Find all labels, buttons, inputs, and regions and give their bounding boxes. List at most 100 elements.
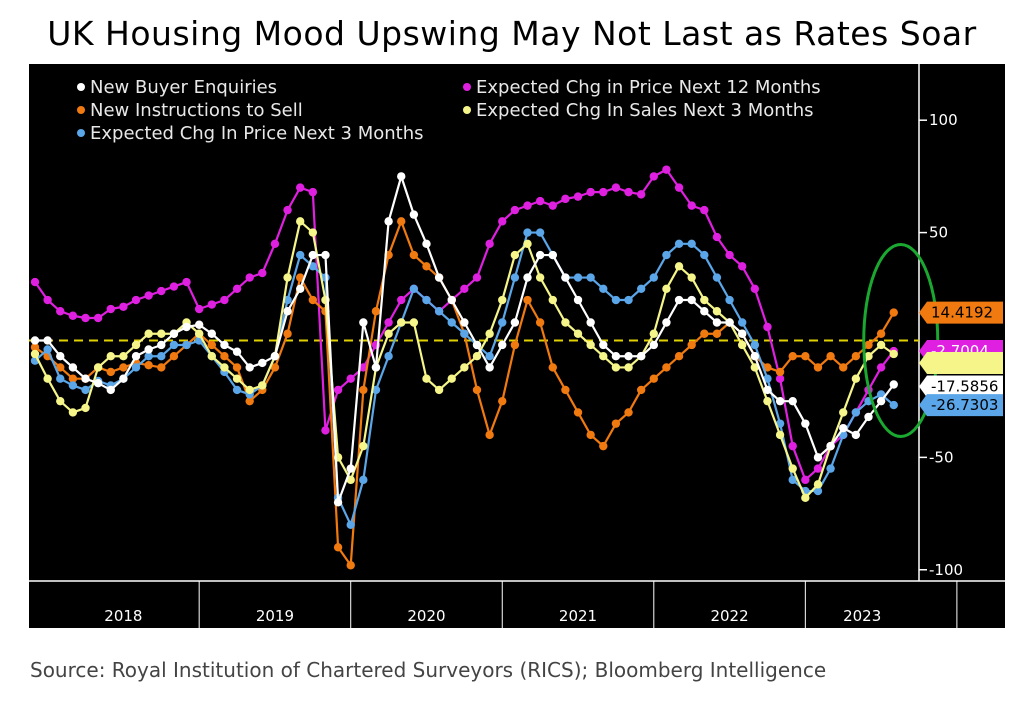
data-point — [510, 340, 520, 350]
data-point — [864, 412, 873, 422]
data-point — [144, 291, 153, 300]
data-point — [359, 441, 368, 451]
data-point — [662, 363, 671, 372]
data-point — [220, 340, 229, 350]
data-point — [56, 307, 65, 316]
series-line — [35, 175, 895, 504]
data-point — [674, 262, 684, 271]
data-point — [700, 307, 709, 316]
data-point — [738, 262, 747, 271]
data-point — [586, 430, 595, 440]
data-point — [371, 307, 381, 316]
data-point — [750, 340, 760, 350]
data-point — [788, 396, 797, 406]
data-point — [826, 352, 835, 361]
data-point — [738, 329, 747, 338]
data-point — [397, 217, 406, 226]
data-point — [460, 363, 469, 372]
data-point — [649, 374, 658, 383]
data-point — [851, 352, 861, 361]
data-point — [333, 543, 343, 552]
data-point — [498, 318, 507, 327]
legend-label: Expected Chg in Price Next 12 Months — [476, 77, 821, 98]
data-point — [434, 273, 444, 282]
data-point — [30, 277, 40, 287]
data-point — [510, 205, 520, 215]
data-point — [725, 250, 734, 260]
data-point — [801, 493, 810, 503]
y-tick-label: 100 — [929, 111, 958, 129]
data-point — [131, 295, 141, 305]
data-point — [700, 329, 709, 338]
data-point — [611, 419, 621, 428]
data-point — [119, 352, 128, 361]
data-point — [232, 374, 242, 383]
data-point — [359, 475, 368, 485]
y-tick-label: 50 — [929, 224, 948, 242]
data-point — [434, 385, 444, 395]
data-point — [523, 239, 532, 249]
legend-label: Expected Chg In Sales Next 3 Months — [476, 100, 814, 121]
data-point — [169, 329, 179, 338]
data-point — [763, 322, 772, 332]
data-point — [485, 329, 494, 338]
data-point — [864, 352, 873, 361]
data-point — [674, 352, 684, 361]
x-tick-label: 2022 — [710, 607, 748, 625]
data-point — [750, 284, 760, 293]
data-point — [321, 250, 330, 260]
data-point — [813, 464, 823, 473]
data-point — [81, 403, 90, 413]
data-point — [232, 363, 242, 372]
data-point — [599, 441, 608, 451]
data-point — [270, 239, 280, 249]
data-point — [207, 340, 216, 350]
data-point — [422, 239, 431, 249]
data-point — [624, 352, 633, 361]
data-point — [434, 307, 444, 316]
data-point — [30, 336, 40, 345]
data-point — [674, 183, 684, 192]
data-point — [422, 374, 431, 383]
data-point — [611, 352, 621, 361]
data-point — [220, 295, 229, 305]
data-point — [826, 441, 835, 451]
legend-marker — [77, 106, 85, 114]
data-point — [308, 187, 318, 197]
data-point — [308, 228, 318, 237]
data-point — [56, 396, 65, 406]
data-point — [839, 423, 848, 433]
data-point — [409, 250, 419, 260]
data-point — [258, 381, 267, 390]
data-point — [700, 295, 709, 305]
data-point — [813, 480, 823, 489]
data-point — [510, 273, 520, 282]
data-point — [750, 352, 760, 361]
data-point — [649, 340, 658, 350]
y-tick-label: -100 — [929, 561, 963, 579]
data-point — [788, 475, 797, 485]
data-point — [586, 340, 595, 350]
data-point — [30, 349, 40, 359]
data-point — [93, 378, 103, 388]
data-point — [801, 352, 810, 361]
data-point — [232, 284, 242, 293]
data-point — [763, 396, 772, 406]
data-point — [712, 273, 722, 282]
badge-background — [919, 351, 1003, 374]
data-point — [687, 340, 696, 350]
data-point — [182, 340, 191, 350]
data-point — [738, 318, 747, 327]
data-point — [371, 363, 381, 372]
data-point — [876, 396, 886, 406]
data-point — [144, 361, 153, 370]
legend-marker — [77, 129, 85, 137]
data-point — [687, 239, 696, 249]
data-point — [409, 318, 419, 327]
end-value-badge — [919, 351, 1003, 374]
data-point — [876, 329, 886, 338]
data-point — [157, 340, 166, 350]
data-point — [889, 349, 898, 359]
data-point — [573, 408, 583, 417]
